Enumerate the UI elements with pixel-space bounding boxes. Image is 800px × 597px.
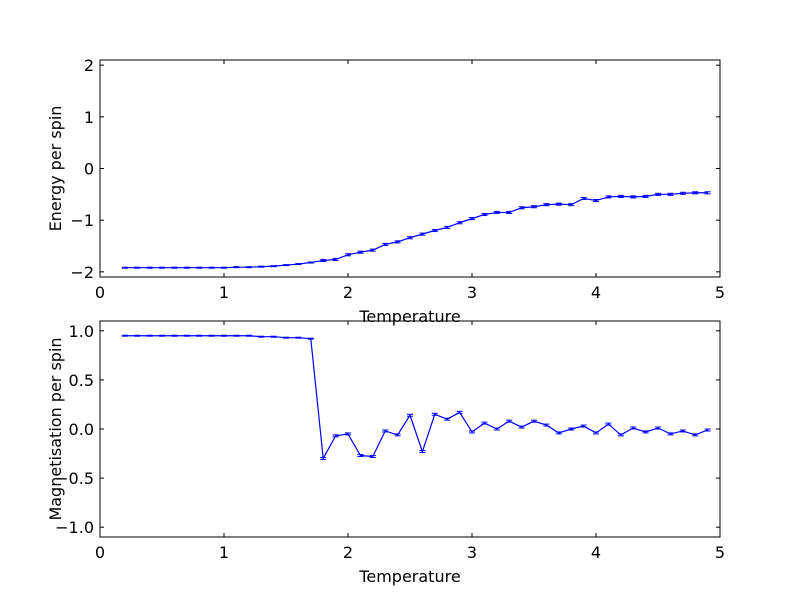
energy-x-tick-label: 4 (591, 283, 601, 302)
magnetisation-x-tick-label: 1 (219, 543, 229, 562)
magnetisation-ticks: 0 1 2 3 4 5 −1.0 −0.5 0.0 0.5 1.0 (55, 321, 725, 562)
magnetisation-x-axis-label: Temperature (358, 567, 460, 586)
magnetisation-panel: 0 1 2 3 4 5 −1.0 −0.5 0.0 0.5 1.0 Temperature Magn… (46, 320, 725, 586)
magnetisation-x-tick-label: 2 (343, 543, 353, 562)
magnetisation-x-tick-label: 0 (95, 543, 105, 562)
energy-y-tick-label: 0 (84, 160, 94, 179)
energy-y-tick-label: −2 (70, 263, 94, 282)
magnetisation-y-axis-label: Magnetisation per spin (46, 337, 65, 520)
energy-x-tick-label: 1 (219, 283, 229, 302)
energy-series-line (124, 192, 708, 269)
magnetisation-x-tick-label: 5 (715, 543, 725, 562)
energy-x-tick-label: 3 (467, 283, 477, 302)
magnetisation-y-tick-label: −1.0 (55, 518, 94, 537)
energy-x-tick-label: 5 (715, 283, 725, 302)
energy-y-tick-label: 2 (84, 56, 94, 75)
magnetisation-y-tick-label: −0.5 (55, 469, 94, 488)
energy-y-tick-label: −1 (70, 211, 94, 230)
energy-y-axis-label: Energy per spin (46, 106, 65, 232)
magnetisation-y-tick-label: 0.5 (69, 371, 94, 390)
magnetisation-x-tick-label: 3 (467, 543, 477, 562)
energy-y-tick-label: 1 (84, 108, 94, 127)
energy-x-tick-label: 0 (95, 283, 105, 302)
magnetisation-series (121, 334, 711, 461)
energy-x-tick-label: 2 (343, 283, 353, 302)
energy-series (121, 191, 711, 269)
energy-ticks: 0 1 2 3 4 5 −2 −1 0 1 2 (70, 56, 725, 302)
magnetisation-y-tick-label: 1.0 (69, 322, 94, 341)
magnetisation-series-line (124, 335, 708, 461)
energy-x-axis-label: Temperature (358, 307, 460, 326)
energy-panel: 0 1 2 3 4 5 −2 −1 0 1 2 Temperature Energy per spi… (46, 56, 725, 326)
magnetisation-y-tick-label: 0.0 (69, 420, 94, 439)
magnetisation-x-tick-label: 4 (591, 543, 601, 562)
